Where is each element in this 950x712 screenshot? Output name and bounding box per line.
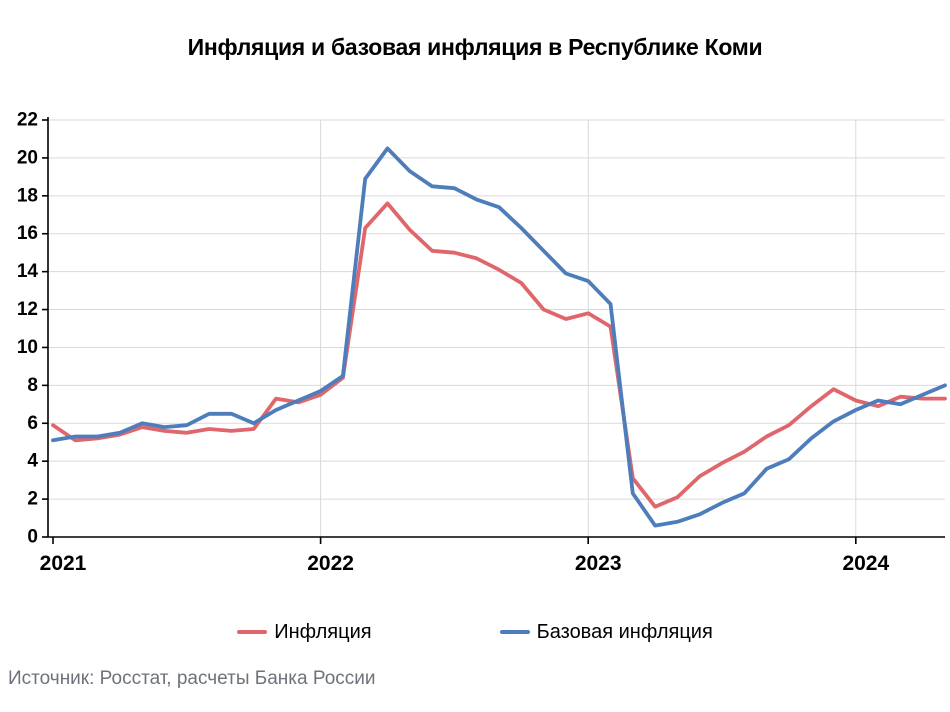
y-axis-tick-label: 18 — [17, 185, 38, 206]
series-lines — [51, 146, 947, 528]
x-axis-tick-label: 2023 — [575, 552, 622, 575]
y-axis-tick-label: 6 — [27, 413, 38, 434]
legend-label-inflation: Инфляция — [274, 620, 372, 643]
y-axis-tick-label: 2 — [27, 489, 38, 510]
inflation-line-swatch-icon — [237, 630, 268, 634]
x-axis-tick-label: 2022 — [307, 552, 354, 575]
x-axis-tick-label: 2021 — [40, 552, 87, 575]
source-note: Источник: Росстат, расчеты Банка России — [8, 668, 376, 689]
y-axis-tick-label: 16 — [17, 223, 38, 244]
y-axis-tick-label: 22 — [17, 110, 38, 131]
legend-label-core-inflation: Базовая инфляция — [536, 620, 713, 643]
core-inflation-line — [51, 146, 947, 528]
y-axis-tick-label: 20 — [17, 147, 38, 168]
chart-legend: Инфляция Базовая инфляция — [0, 612, 950, 652]
y-axis-tick-label: 12 — [17, 299, 38, 320]
y-axis-tick-label: 8 — [27, 375, 38, 396]
gridlines — [48, 119, 945, 537]
axes — [42, 117, 945, 544]
inflation-line — [51, 201, 947, 509]
legend-item-inflation: Инфляция — [237, 620, 372, 644]
y-axis-tick-label: 14 — [17, 261, 39, 282]
y-axis-tick-label: 0 — [27, 527, 38, 548]
chart-title: Инфляция и базовая инфляция в Республике… — [187, 34, 763, 60]
y-axis-tick-label: 10 — [17, 337, 38, 358]
y-axis-tick-label: 4 — [27, 451, 38, 472]
legend-item-core-inflation: Базовая инфляция — [499, 620, 713, 644]
x-axis-tick-label: 2024 — [842, 552, 889, 575]
core-inflation-line-swatch-icon — [499, 630, 530, 634]
